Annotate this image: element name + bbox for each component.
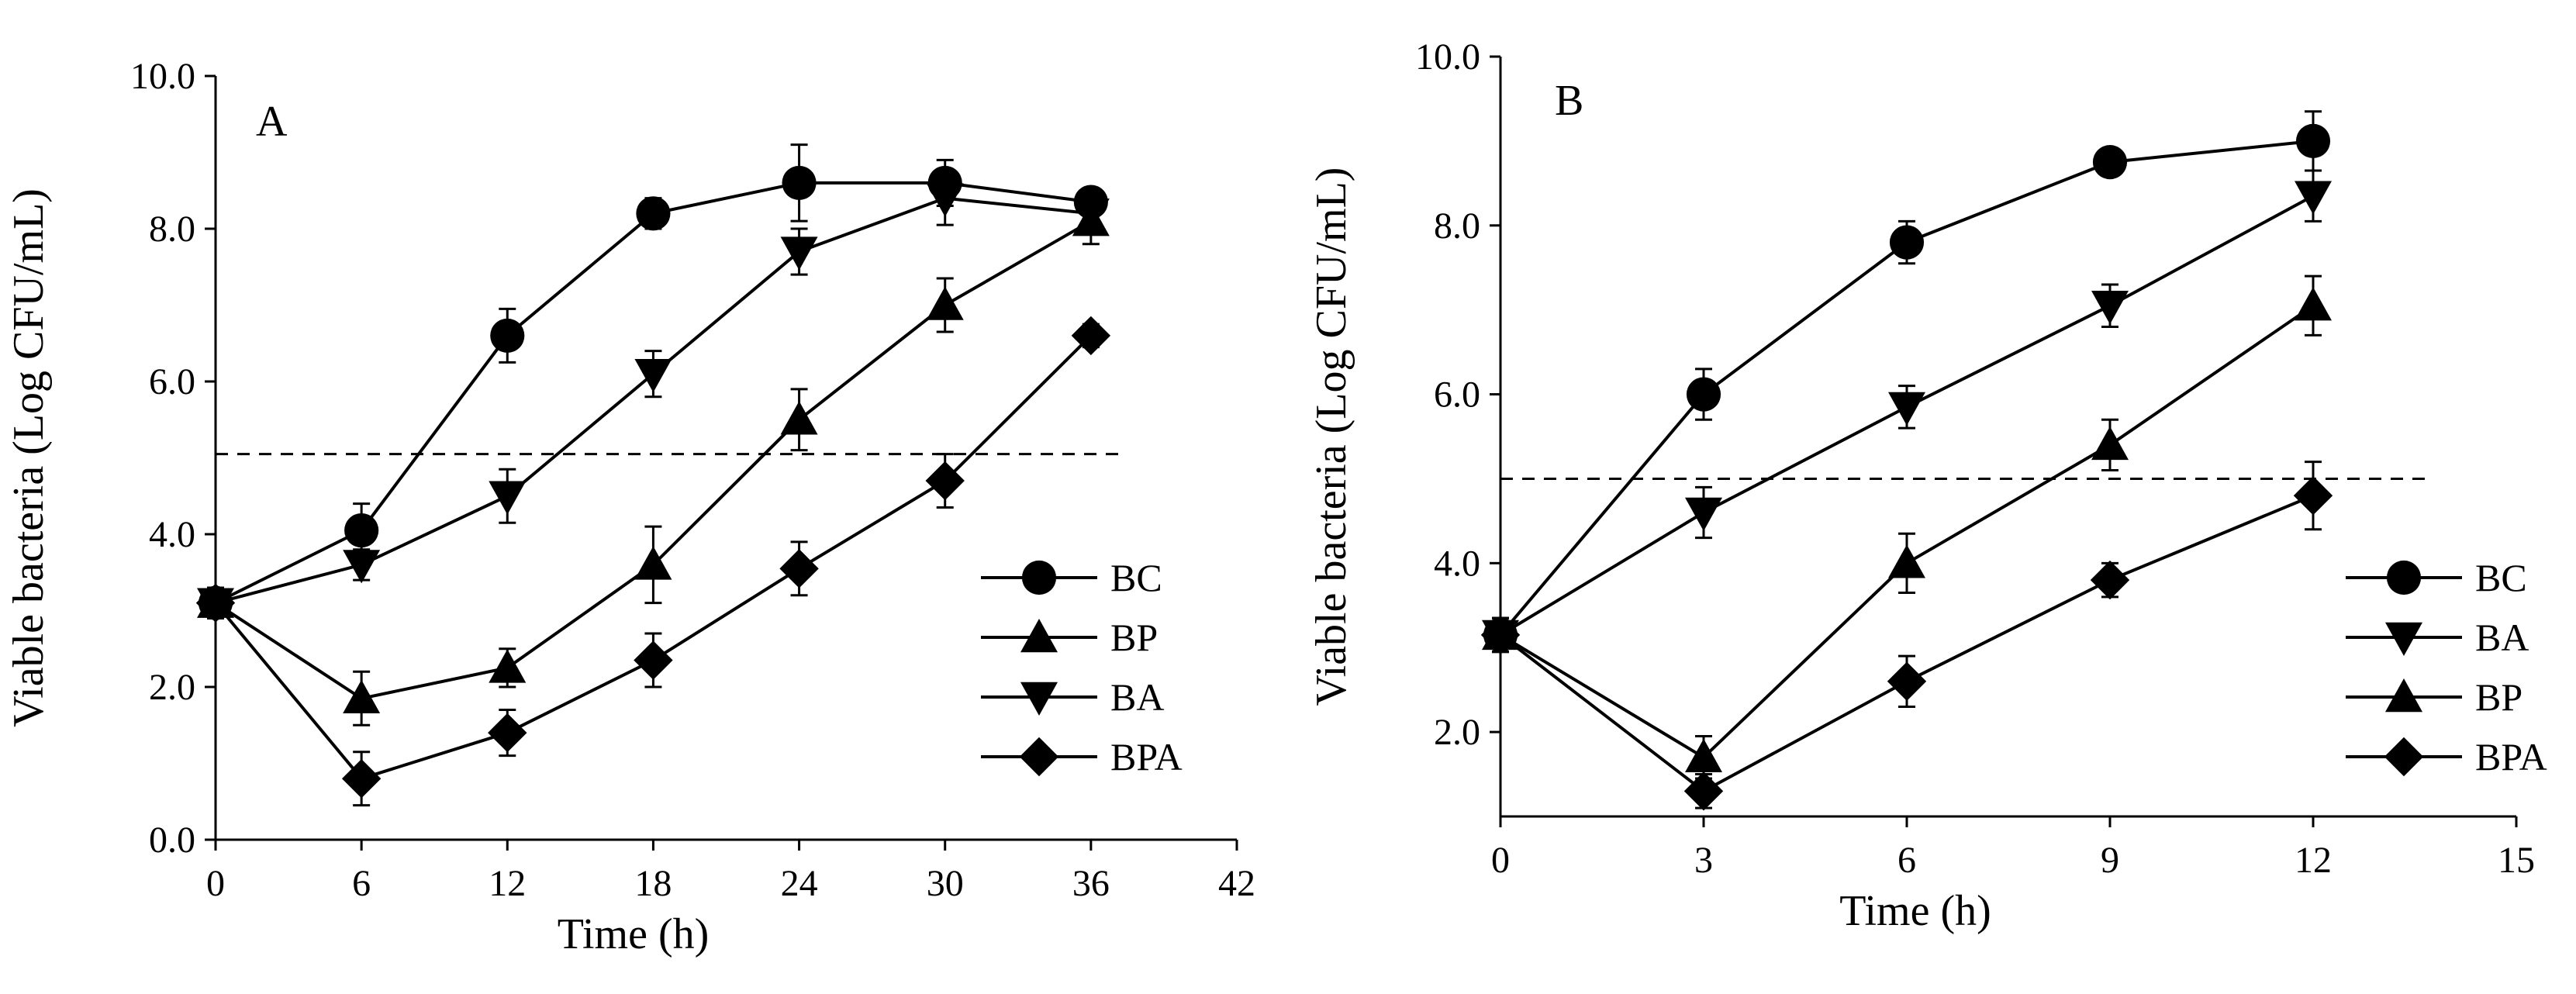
data-point-ba-a — [1072, 198, 1110, 233]
data-point-bc-b — [2295, 123, 2331, 158]
x-tick-label-a: 0 — [206, 863, 225, 904]
y-tick-label-b: 4.0 — [1434, 543, 1480, 584]
panel-label-a: A — [256, 98, 288, 146]
x-tick-label-a: 12 — [489, 863, 526, 904]
x-tick-label-b: 0 — [1491, 840, 1510, 881]
legend-label-bp: BP — [2475, 675, 2522, 719]
data-point-ba-b — [1888, 392, 1925, 426]
data-point-bp-a — [634, 546, 672, 580]
legend-marker-ba — [1020, 682, 1058, 716]
legend-label-ba: BA — [2475, 616, 2529, 659]
data-point-bp-b — [2091, 426, 2129, 461]
legend-b: BC BA BP BPA — [2346, 556, 2547, 778]
x-tick-label-a: 42 — [1218, 863, 1255, 904]
data-point-bp-b — [1888, 544, 1925, 578]
data-point-bpa-b — [2293, 476, 2333, 516]
legend-label-bc: BC — [1110, 556, 1162, 599]
y-tick-label-a: 4.0 — [149, 514, 195, 555]
x-tick-label-a: 30 — [927, 863, 964, 904]
series-line-bp-a — [214, 219, 1092, 700]
data-point-ba-a — [343, 550, 381, 584]
data-point-ba-b — [2295, 181, 2332, 215]
data-point-bp-b — [1685, 738, 1722, 772]
data-point-bc-b — [1686, 377, 1721, 412]
legend-a: BC BP BA BPA — [981, 556, 1183, 778]
data-point-bpa-a — [195, 583, 236, 623]
data-point-bc-b — [1889, 225, 1925, 260]
data-point-bp-b — [2295, 287, 2332, 321]
legend-marker-bp — [2385, 678, 2422, 713]
y-tick-label-b: 10.0 — [1415, 36, 1480, 78]
x-tick-label-b: 3 — [1694, 840, 1713, 881]
y-tick-label-b: 8.0 — [1434, 205, 1480, 247]
legend-label-bpa: BPA — [1110, 735, 1183, 778]
data-point-bp-a — [489, 649, 527, 683]
data-point-bpa-b — [2090, 560, 2130, 600]
legend-marker-ba — [2385, 622, 2422, 656]
data-point-ba-a — [489, 481, 527, 515]
x-tick-label-a: 36 — [1072, 863, 1110, 904]
x-tick-label-b: 12 — [2295, 840, 2332, 881]
data-point-bc-a — [344, 513, 379, 548]
data-point-bpa-a — [488, 713, 527, 753]
data-point-ba-a — [634, 358, 672, 393]
data-point-bc-a — [636, 196, 671, 231]
legend-label-bpa: BPA — [2475, 735, 2547, 778]
x-axis-title-a: Time (h) — [558, 910, 710, 958]
data-point-bc-b — [2092, 145, 2128, 180]
legend-marker-bc — [2386, 560, 2422, 595]
data-point-bpa-b — [1480, 615, 1521, 655]
data-point-bc-a — [782, 165, 817, 200]
y-tick-label-a: 10.0 — [130, 56, 195, 97]
panel-label-b: B — [1555, 77, 1583, 125]
y-axis-title-b: Viable bacteria (Log CFU/mL) — [1307, 167, 1355, 706]
x-tick-label-a: 18 — [634, 863, 672, 904]
x-tick-label-b: 15 — [2498, 840, 2535, 881]
data-point-bpa-a — [634, 640, 673, 680]
data-point-ba-b — [1685, 497, 1722, 531]
data-point-bpa-a — [1071, 316, 1111, 356]
data-point-bpa-b — [1683, 771, 1724, 811]
data-point-ba-b — [2091, 291, 2129, 325]
x-tick-label-b: 9 — [2101, 840, 2119, 881]
legend-marker-bp — [1020, 619, 1058, 653]
legend-label-ba: BA — [1110, 675, 1164, 719]
y-tick-label-a: 6.0 — [149, 361, 195, 402]
data-point-bp-a — [780, 401, 818, 435]
x-tick-label-a: 6 — [352, 863, 371, 904]
y-tick-label-a: 0.0 — [149, 820, 195, 861]
y-tick-label-a: 2.0 — [149, 667, 195, 708]
legend-label-bc: BC — [2475, 556, 2527, 599]
chart-panel-b: 0 3 6 9 12 15 2.0 4.0 6.0 8.0 10.0 Time (h) Viable b… — [1307, 36, 2547, 935]
data-point-bc-a — [490, 318, 525, 353]
data-point-ba-a — [926, 183, 964, 217]
y-axis-title-a: Viable bacteria (Log CFU/mL) — [5, 188, 53, 727]
data-point-bpa-a — [779, 549, 819, 588]
chart-panel-a: 0 6 12 18 24 30 36 42 0.0 2.0 4.0 6.0 8.0 10.0 Time (h… — [5, 56, 1255, 958]
x-tick-label-b: 6 — [1897, 840, 1916, 881]
x-tick-label-a: 24 — [781, 863, 818, 904]
data-point-bp-a — [926, 286, 964, 320]
y-tick-label-b: 6.0 — [1434, 374, 1480, 416]
data-point-bp-a — [343, 679, 381, 713]
y-tick-label-a: 8.0 — [149, 209, 195, 250]
legend-marker-bc — [1021, 560, 1057, 595]
data-point-ba-a — [780, 236, 818, 271]
legend-marker-bpa — [1019, 737, 1059, 777]
legend-label-bp: BP — [1110, 616, 1158, 659]
x-axis-title-b: Time (h) — [1839, 887, 1991, 935]
legend-marker-bpa — [2384, 737, 2424, 777]
y-tick-label-b: 2.0 — [1434, 712, 1480, 753]
data-point-bpa-a — [341, 759, 382, 799]
data-point-bpa-a — [925, 461, 965, 501]
data-point-bpa-b — [1887, 661, 1927, 701]
